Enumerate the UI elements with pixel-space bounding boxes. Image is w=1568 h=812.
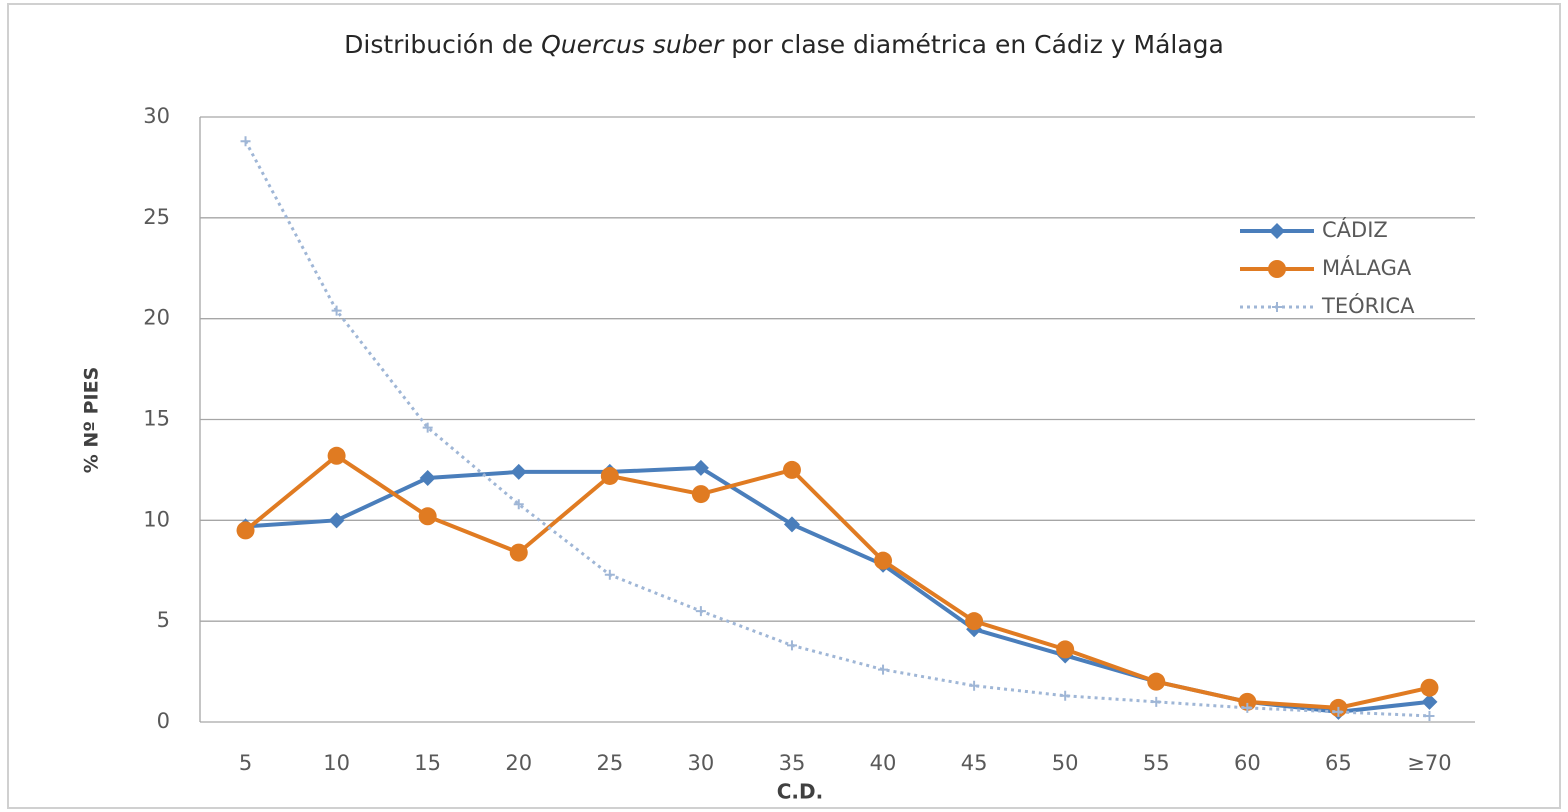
chart-frame [7,3,1561,809]
series-line [244,453,1430,710]
y-axis-label: % Nº PIES [81,367,103,474]
legend-label: CÁDIZ [1322,217,1388,242]
y-tick-label: 30 [143,104,170,128]
point [331,305,342,316]
point [878,664,889,675]
point [1333,706,1344,717]
point [240,136,251,147]
point [1424,710,1435,721]
point [604,569,615,580]
x-tick-label: 45 [961,751,988,775]
y-tick-label: 20 [143,306,170,330]
point [783,516,800,533]
title-part: Quercus suber [541,30,725,59]
y-tick-label: 25 [143,205,170,229]
y-tick-label: 0 [157,709,170,733]
x-tick-label: 15 [414,751,441,775]
y-tick-label: 5 [157,608,170,632]
x-tick-label: 20 [505,751,532,775]
point [692,459,709,476]
x-tick-label: 25 [596,751,623,775]
point [1420,678,1439,697]
x-tick-label: 60 [1234,751,1261,775]
legend-label: MÁLAGA [1322,255,1412,280]
point [691,485,710,504]
point [419,469,436,486]
point [1242,702,1253,713]
x-tick-label: 30 [688,751,715,775]
point [695,606,706,617]
point [328,512,345,529]
x-tick-label: 5 [239,751,252,775]
point [509,543,528,562]
x-tick-label: ≥70 [1407,751,1451,775]
x-tick-label: 35 [779,751,806,775]
point [1056,640,1075,659]
point [1060,690,1071,701]
chart-title: Distribución de Quercus suber por clase di… [344,30,1224,59]
point [236,521,255,540]
point [965,612,984,631]
point [422,422,433,433]
point [510,463,527,480]
legend-marker [1272,302,1282,312]
point [1421,693,1438,710]
point [1147,672,1166,691]
legend-marker [1268,260,1286,278]
y-tick-label: 15 [143,407,170,431]
point [1151,696,1162,707]
legend-marker [1269,223,1285,239]
point [969,680,980,691]
point [600,466,619,485]
title-part: Distribución de [344,30,533,59]
point [782,460,801,479]
x-tick-label: 10 [323,751,350,775]
point [513,499,524,510]
x-tick-label: 50 [1052,751,1079,775]
point [786,640,797,651]
y-tick-label: 10 [143,507,170,531]
title-part: por clase diamétrica en Cádiz y Málaga [731,30,1224,59]
point [874,551,893,570]
x-tick-label: 40 [870,751,897,775]
point [418,507,437,526]
legend-label: TEÓRICA [1321,293,1415,318]
x-tick-label: 65 [1325,751,1352,775]
point [327,446,346,465]
x-tick-label: 55 [1143,751,1170,775]
x-axis-label: C.D. [777,780,823,804]
